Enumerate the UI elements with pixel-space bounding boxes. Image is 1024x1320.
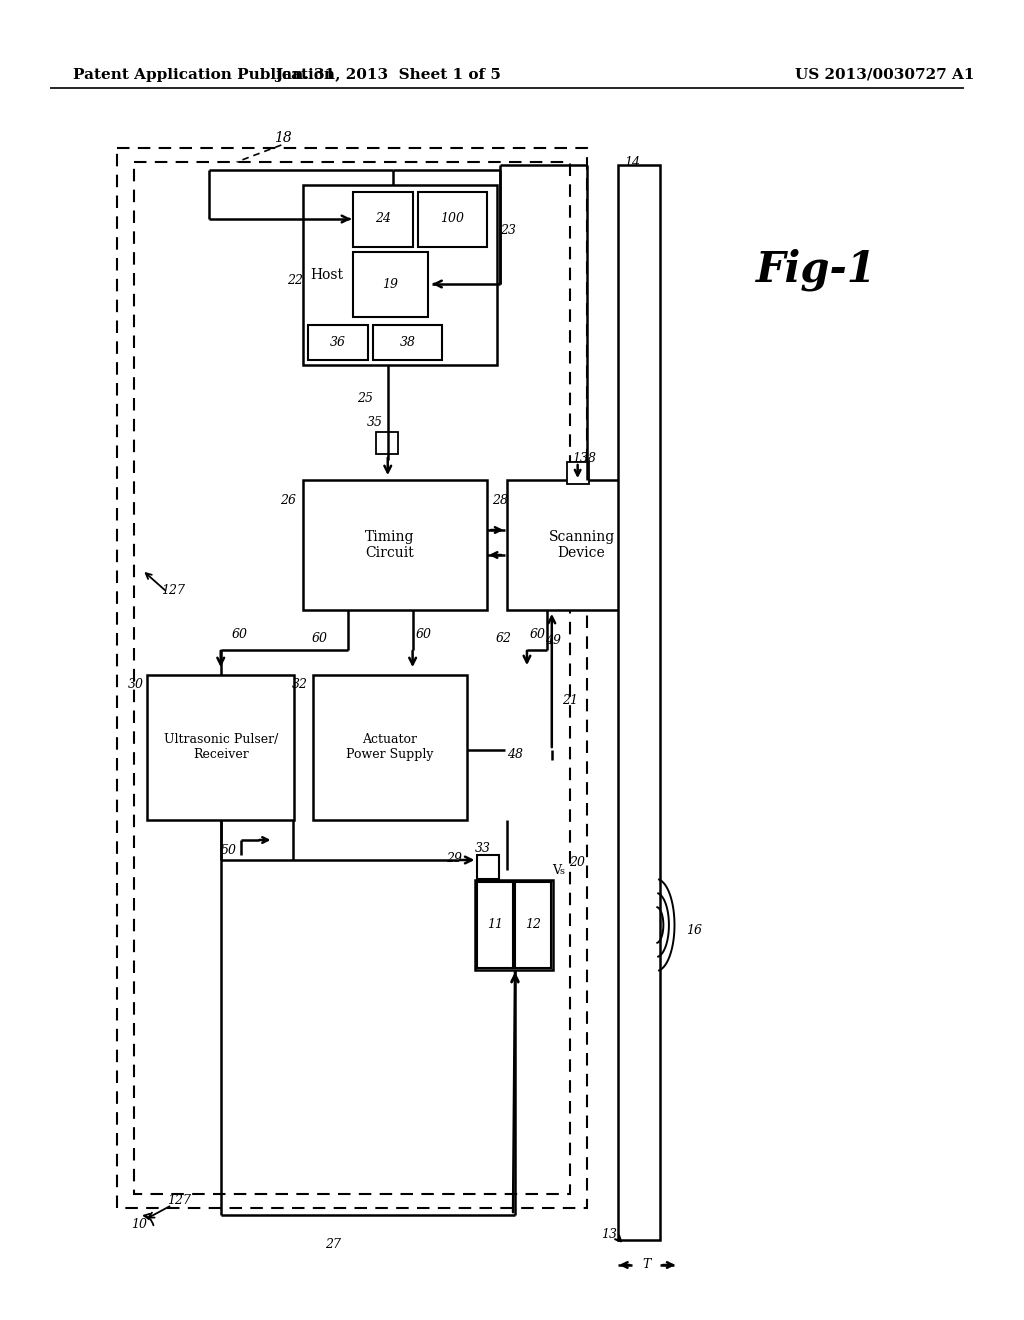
Text: 60: 60: [231, 628, 248, 642]
Text: 12: 12: [525, 919, 541, 932]
Bar: [515, 882, 551, 968]
Text: 14: 14: [625, 156, 640, 169]
Bar: [475, 880, 553, 970]
Text: Timing
Circuit: Timing Circuit: [365, 529, 415, 560]
Text: 28: 28: [493, 494, 508, 507]
Text: V: V: [552, 863, 561, 876]
Bar: [353, 252, 428, 317]
Text: 27: 27: [325, 1238, 341, 1251]
Text: Fig-1: Fig-1: [756, 248, 877, 292]
Text: 24: 24: [375, 213, 391, 226]
Text: 100: 100: [440, 213, 464, 226]
Text: T: T: [642, 1258, 650, 1271]
Text: 127: 127: [167, 1193, 191, 1206]
Text: 21: 21: [562, 693, 578, 706]
Bar: [376, 432, 397, 454]
Text: US 2013/0030727 A1: US 2013/0030727 A1: [796, 69, 975, 82]
Text: 33: 33: [475, 842, 492, 854]
Text: 13: 13: [601, 1229, 617, 1242]
Bar: [618, 165, 660, 1239]
Bar: [134, 162, 569, 1195]
Text: 60: 60: [530, 628, 546, 642]
Bar: [477, 882, 513, 968]
Text: 25: 25: [356, 392, 373, 404]
Text: 36: 36: [330, 335, 346, 348]
Text: 10: 10: [131, 1218, 147, 1232]
Text: 30: 30: [128, 678, 144, 692]
Bar: [566, 462, 589, 484]
Bar: [507, 480, 656, 610]
Text: 20: 20: [568, 855, 585, 869]
Text: Scanning
Device: Scanning Device: [549, 529, 614, 560]
Text: Actuator
Power Supply: Actuator Power Supply: [346, 733, 433, 762]
Bar: [477, 855, 499, 879]
Text: 23: 23: [500, 223, 516, 236]
Text: 48: 48: [507, 748, 523, 762]
Text: 32: 32: [292, 678, 308, 692]
Text: Host: Host: [310, 268, 343, 282]
Text: 49: 49: [545, 634, 561, 647]
Text: 18: 18: [274, 131, 292, 145]
Bar: [308, 325, 368, 360]
Text: 19: 19: [382, 277, 397, 290]
Text: 26: 26: [281, 494, 296, 507]
Text: 22: 22: [288, 273, 303, 286]
Text: 127: 127: [161, 583, 185, 597]
Bar: [147, 675, 294, 820]
Text: 29: 29: [446, 851, 462, 865]
Text: 62: 62: [496, 631, 512, 644]
Bar: [118, 148, 587, 1208]
Text: 138: 138: [571, 451, 596, 465]
Text: 60: 60: [312, 631, 328, 644]
Bar: [303, 185, 497, 366]
Text: 35: 35: [367, 416, 383, 429]
Text: 16: 16: [686, 924, 702, 936]
Text: s: s: [560, 867, 565, 876]
Bar: [303, 480, 487, 610]
Bar: [373, 325, 442, 360]
Text: Ultrasonic Pulser/
Receiver: Ultrasonic Pulser/ Receiver: [164, 733, 278, 762]
Text: 11: 11: [487, 919, 503, 932]
Text: Jan. 31, 2013  Sheet 1 of 5: Jan. 31, 2013 Sheet 1 of 5: [274, 69, 501, 82]
Text: 38: 38: [399, 335, 416, 348]
Text: 50: 50: [221, 843, 237, 857]
Bar: [313, 675, 467, 820]
Bar: [418, 191, 487, 247]
Bar: [353, 191, 413, 247]
Text: 60: 60: [416, 628, 431, 642]
Text: Patent Application Publication: Patent Application Publication: [73, 69, 335, 82]
